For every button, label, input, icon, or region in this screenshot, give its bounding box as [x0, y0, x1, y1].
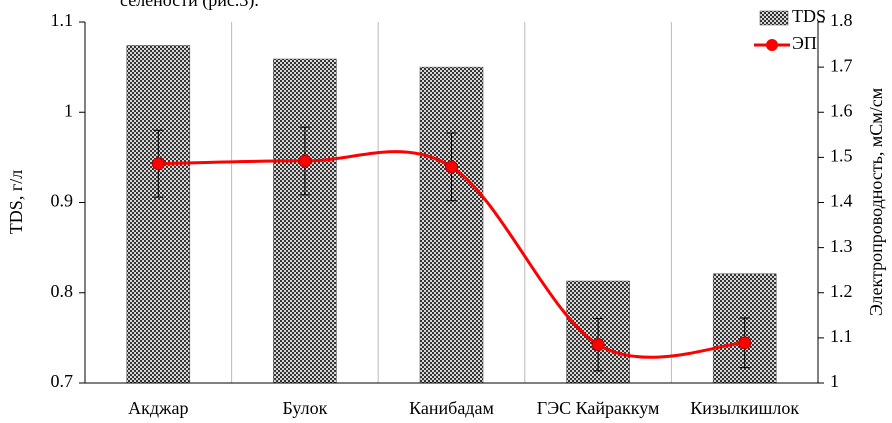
- x-tick-label: ГЭС Кайраккум: [537, 398, 660, 418]
- caption: селености (рис.3).: [120, 0, 259, 11]
- bar: [419, 66, 484, 384]
- y2-tick-label: 1: [830, 371, 839, 391]
- point: [738, 336, 752, 350]
- y-tick-label: 1.1: [51, 10, 74, 30]
- y2-tick-label: 1.8: [830, 10, 853, 30]
- y2-axis-label: Электропроводность, мСм/см: [866, 88, 886, 316]
- y2-tick-label: 1.3: [830, 236, 853, 256]
- y2-tick-label: 1.4: [830, 191, 853, 211]
- legend-label: ЭП: [792, 33, 817, 53]
- y2-tick-label: 1.5: [830, 146, 853, 166]
- y-tick-label: 0.8: [51, 281, 74, 301]
- x-tick-label: Булок: [282, 398, 327, 418]
- y2-tick-label: 1.2: [830, 281, 853, 301]
- point: [298, 154, 312, 168]
- y2-tick-label: 1.7: [830, 55, 853, 75]
- y-axis-label: TDS, г/л: [6, 170, 26, 234]
- point: [151, 157, 165, 171]
- point: [445, 160, 458, 174]
- legend-label: TDS: [792, 6, 826, 26]
- legend-swatch: [759, 10, 789, 26]
- y2-tick-label: 1.6: [830, 100, 853, 120]
- y2-tick-label: 1.1: [830, 326, 853, 346]
- x-tick-label: Акджар: [128, 398, 188, 418]
- y-tick-label: 0.9: [51, 191, 74, 211]
- bar: [126, 45, 191, 384]
- legend-swatch: [766, 39, 778, 51]
- y-tick-label: 1: [64, 100, 73, 120]
- y-tick-label: 0.7: [51, 371, 74, 391]
- x-tick-label: Канибадам: [409, 398, 494, 418]
- bar: [273, 58, 337, 384]
- point: [591, 338, 605, 352]
- x-tick-label: Кизылкишлок: [690, 398, 799, 418]
